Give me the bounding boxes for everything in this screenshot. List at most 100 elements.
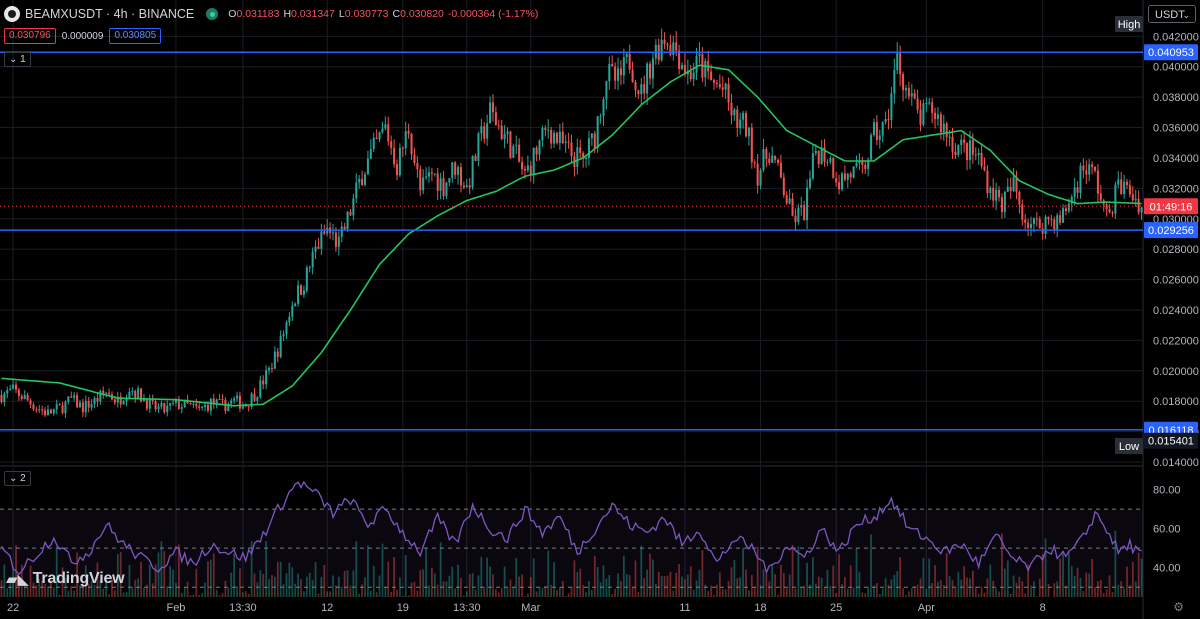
volume-bar [864,593,867,597]
x-tick-label: 8 [1040,602,1046,614]
volume-bar [576,572,579,597]
candle [797,203,800,225]
candle-body [1021,204,1024,220]
candle [785,191,788,206]
high-tag [1115,16,1143,32]
candle [291,301,294,321]
volume-bar [1073,575,1076,597]
candle-body [55,404,58,410]
candle-body [1073,187,1076,197]
volume-bar [1006,560,1009,597]
candle-body [212,398,215,405]
candle-body [1006,186,1009,192]
high-label: H [283,8,292,20]
symbol-title[interactable]: BEAMXUSDT · 4h · BINANCE [25,7,195,21]
volume-bar [463,595,465,597]
volume-bar [1126,566,1128,597]
candle-body [518,144,521,162]
candle [457,165,460,185]
volume-bar [457,564,459,597]
candle [614,62,617,90]
volume-bar [239,568,241,597]
candle-body [666,43,669,46]
candle [337,231,340,256]
candle [744,110,748,138]
candle-body [951,136,954,152]
x-tick-label: 13:30 [453,602,481,614]
candle-body [41,409,44,411]
x-tick-label: 19 [397,602,409,614]
y-tick-label: 0.034000 [1153,153,1199,165]
candle-body [646,63,649,94]
candle-body [486,123,489,139]
sell-price-button[interactable]: 0.030796 [4,28,56,44]
candle-body [349,211,352,216]
candle [480,118,483,142]
candle [983,157,986,172]
candle [712,78,716,90]
candles [0,28,1143,418]
candle [52,408,55,416]
candle-body [73,395,76,398]
volume-bar [634,560,637,597]
volume-bar [375,592,378,597]
volume-bar [643,578,646,597]
candle-body [58,404,61,406]
gear-icon[interactable]: ⚙ [1173,600,1184,614]
volume-bar [486,557,489,597]
candle-body [765,148,768,159]
volume-bar [1114,530,1117,597]
candle-body [311,251,314,268]
candle [76,392,79,408]
volume-bar [439,542,442,597]
currency-select[interactable]: USDT ⌄ [1148,5,1196,23]
candle-body [462,185,465,188]
volume-bar [35,585,38,597]
candle-body [547,129,550,131]
pane-2-toggle[interactable]: ⌄ 2 [4,471,31,486]
candle [157,403,160,414]
candle-body [672,42,675,55]
candle [419,165,422,196]
volume-bar [32,582,35,597]
volume-bar [102,588,105,597]
tradingview-logo[interactable]: ▰◣ TradingView [6,570,125,588]
volume-bar [396,589,398,597]
candle-body [145,399,148,409]
candle [401,146,404,158]
volume-bar [332,575,334,597]
candle-body [1131,194,1134,201]
candle-body [579,147,582,153]
candle-body [427,172,431,177]
candle [378,131,381,143]
candle [454,161,457,179]
volume-bar [582,585,585,597]
volume-bar [649,553,651,597]
volume-bar [0,580,3,597]
volume-bar [369,590,372,597]
candle-body [14,384,18,390]
candle-body [585,157,588,159]
candle-body [44,410,47,416]
volume-bar [305,576,308,597]
candle-body [361,178,364,185]
pane-1-toggle[interactable]: ⌄ 1 [4,52,31,67]
candle-body [1096,170,1099,194]
candle-body [1140,207,1143,213]
candle-body [529,165,532,176]
candle-body [433,173,436,175]
candle-body [704,60,707,78]
symbol-header[interactable]: BEAMXUSDT · 4h · BINANCE O0.031183 H0.03… [4,4,542,24]
candle-body [797,207,800,222]
volume-bar [1085,572,1088,597]
volume-bar [483,587,486,597]
candle [957,144,960,158]
volume-bar [614,588,616,597]
volume-bar [157,552,160,597]
candle-body [192,403,195,405]
volume-bar [748,590,750,597]
candle-body [355,182,358,199]
volume-bar [1041,554,1044,597]
buy-price-button[interactable]: 0.030805 [109,28,162,44]
